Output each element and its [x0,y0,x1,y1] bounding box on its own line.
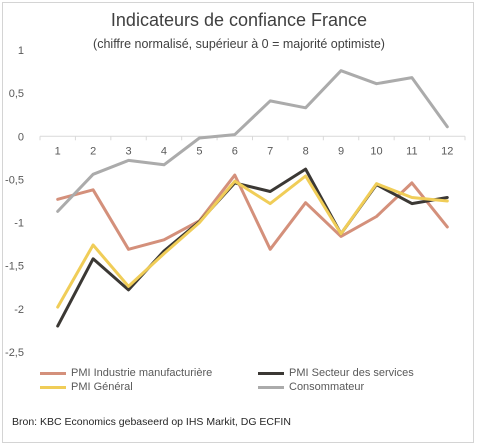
legend-swatch-pmi-general [40,385,66,389]
legend-item-pmi-services: PMI Secteur des services [258,367,414,379]
x-tick-label: 7 [267,145,273,157]
y-tick-label: 0 [18,131,24,143]
x-tick-label: 8 [303,145,309,157]
legend-label-pmi-industrie: PMI Industrie manufacturière [71,367,213,379]
legend-swatch-consommateur [258,385,284,389]
chart-frame [2,2,474,443]
x-tick-label: 12 [441,145,453,157]
y-tick-label: 1 [18,45,24,57]
x-tick-label: 10 [370,145,382,157]
legend-swatch-pmi-services [258,371,284,375]
y-tick-label: 0,5 [9,88,24,100]
legend-swatch-pmi-industrie [40,371,66,375]
legend-label-pmi-services: PMI Secteur des services [289,367,414,379]
x-tick-label: 6 [232,145,238,157]
legend-item-pmi-general: PMI Général [40,381,133,393]
x-tick-label: 9 [338,145,344,157]
legend-item-consommateur: Consommateur [258,381,364,393]
series-line-2 [56,167,449,328]
x-tick-label: 1 [55,145,61,157]
y-tick-label: -1,5 [5,261,24,273]
y-tick-label: -1 [14,218,24,230]
x-tick-label: 5 [196,145,202,157]
series-line-4 [56,69,449,213]
x-tick-label: 3 [125,145,131,157]
legend-label-pmi-general: PMI Général [71,381,133,393]
y-tick-label: -0,5 [5,174,24,186]
x-tick-label: 2 [90,145,96,157]
x-tick-label: 11 [406,145,417,157]
legend-item-pmi-industrie: PMI Industrie manufacturière [40,367,212,379]
source-note: Bron: KBC Economics gebaseerd op IHS Mar… [12,416,291,428]
chart-subtitle: (chiffre normalisé, supérieur à 0 = majo… [93,37,385,51]
series-line-1 [56,173,449,251]
y-tick-label: -2 [14,304,24,316]
series-line-3 [56,174,449,309]
y-tick-label: -2,5 [5,347,24,359]
x-tick-label: 4 [161,145,167,157]
chart-title: Indicateurs de confiance France [110,10,368,30]
legend-label-consommateur: Consommateur [289,381,365,393]
